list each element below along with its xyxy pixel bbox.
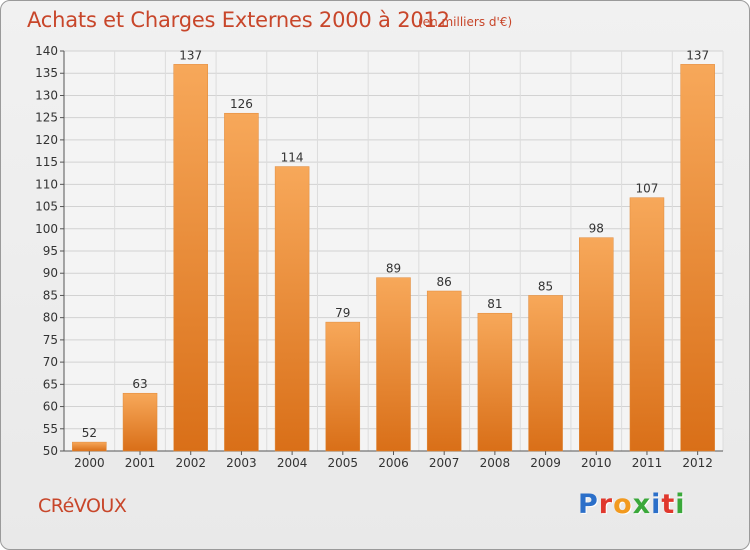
y-tick-label: 130: [35, 88, 58, 102]
value-label-2009: 85: [538, 279, 553, 293]
bar-2006: [376, 277, 411, 452]
bar-2010: [579, 237, 614, 452]
y-tick-label: 50: [43, 444, 58, 458]
bar-2001: [122, 392, 158, 452]
x-tick-label-2009: 2009: [530, 456, 561, 470]
y-tick-label: 110: [35, 177, 58, 191]
y-tick-label: 95: [43, 244, 58, 258]
x-tick-label-2004: 2004: [277, 456, 308, 470]
y-tick-label: 125: [35, 111, 58, 125]
y-tick-label: 115: [35, 155, 58, 169]
bar-2002: [173, 64, 208, 452]
y-tick-label: 55: [43, 422, 58, 436]
bar-2012: [680, 64, 715, 452]
y-tick-label: 135: [35, 66, 58, 80]
logo-letter: r: [598, 489, 614, 520]
x-tick-label-2005: 2005: [328, 456, 359, 470]
value-label-2002: 137: [179, 48, 202, 62]
y-tick-label: 65: [43, 377, 58, 391]
y-tick-label: 105: [35, 200, 58, 214]
bar-2000: [72, 441, 107, 452]
value-label-2011: 107: [636, 182, 659, 196]
y-tick-label: 70: [43, 355, 58, 369]
logo-letter: i: [651, 489, 662, 520]
x-tick-label-2012: 2012: [682, 456, 713, 470]
y-tick-label: 75: [43, 333, 58, 347]
value-label-2004: 114: [281, 151, 304, 165]
value-label-2006: 89: [386, 262, 401, 276]
y-tick-label: 60: [43, 400, 58, 414]
value-label-2008: 81: [487, 297, 502, 311]
logo-letter: t: [661, 489, 676, 520]
value-label-2007: 86: [437, 275, 452, 289]
x-tick-label-2008: 2008: [480, 456, 511, 470]
x-tick-label-2010: 2010: [581, 456, 612, 470]
value-label-2005: 79: [335, 306, 350, 320]
x-tick-label-2011: 2011: [632, 456, 663, 470]
y-tick-label: 100: [35, 222, 58, 236]
bar-2011: [629, 197, 665, 452]
x-tick-label-2000: 2000: [74, 456, 105, 470]
bar-2007: [426, 290, 462, 452]
proxiti-logo: Proxiti: [578, 489, 686, 520]
logo-letter: P: [578, 489, 599, 520]
value-label-2010: 98: [589, 222, 604, 236]
bar-2004: [274, 166, 310, 452]
y-tick-label: 120: [35, 133, 58, 147]
x-tick-label-2003: 2003: [226, 456, 257, 470]
commune-name: CRéVOUX: [38, 495, 127, 517]
bars: [72, 64, 715, 452]
x-tick-label-2002: 2002: [175, 456, 206, 470]
value-label-2000: 52: [82, 426, 97, 440]
y-tick-label: 80: [43, 311, 58, 325]
labels: 52 2000 63 2001 137 2002 126 2003 114 2004 79 2005 8…: [74, 48, 713, 470]
bar-2009: [528, 295, 563, 452]
bar-2003: [224, 112, 259, 452]
value-label-2003: 126: [230, 97, 253, 111]
chart-title: Achats et Charges Externes 2000 à 2012: [27, 8, 450, 32]
x-tick-label-2001: 2001: [125, 456, 156, 470]
value-label-2001: 63: [132, 377, 147, 391]
value-label-2012: 137: [686, 48, 709, 62]
y-tick-label: 140: [35, 44, 58, 58]
y-tick-label: 90: [43, 266, 58, 280]
bar-2008: [477, 312, 513, 452]
chart-subtitle: (en milliers d'€): [418, 15, 513, 29]
y-tick-label: 85: [43, 288, 58, 302]
logo-letter: o: [613, 489, 633, 520]
logo-letter: i: [675, 489, 686, 520]
x-tick-label-2006: 2006: [378, 456, 409, 470]
x-tick-label-2007: 2007: [429, 456, 460, 470]
logo-letter: x: [632, 489, 652, 520]
bar-2005: [325, 321, 361, 452]
